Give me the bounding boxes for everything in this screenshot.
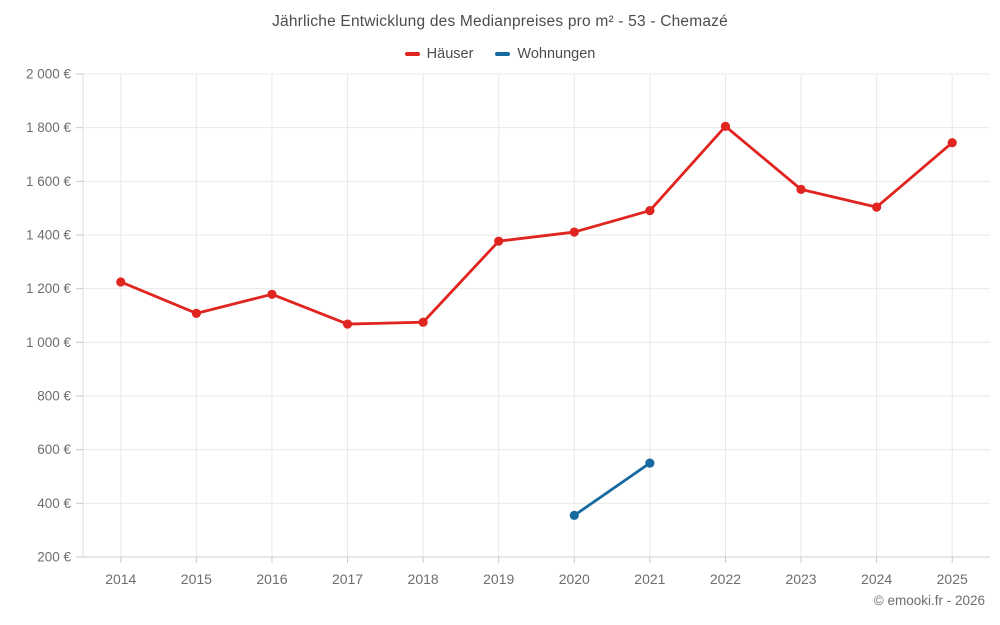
x-tick-label: 2014 [105, 571, 136, 587]
legend-item-haeuser[interactable]: Häuser [404, 46, 474, 62]
data-point-haeuser-2021[interactable] [645, 205, 655, 216]
chart-legend: Häuser Wohnungen [0, 46, 1000, 62]
x-tick-label: 2025 [937, 571, 968, 587]
y-tick-label: 200 € [37, 550, 71, 565]
data-point-wohnungen-2021[interactable] [645, 458, 655, 468]
series-haeuser-line [119, 124, 954, 326]
y-tick-label: 400 € [37, 496, 71, 511]
legend-label-haeuser: Häuser [426, 46, 474, 62]
y-tick-label: 1 400 € [26, 228, 72, 243]
haeuser-series-swatch-icon [404, 51, 420, 57]
data-point-haeuser-2016[interactable] [267, 289, 277, 299]
data-point-haeuser-2015[interactable] [191, 308, 201, 318]
x-tick-label: 2018 [408, 571, 439, 587]
series-haeuser [116, 121, 957, 329]
axes [82, 74, 990, 558]
gridlines [83, 73, 990, 557]
series-wohnungen [569, 458, 655, 521]
y-tick-label: 1 000 € [26, 335, 72, 350]
x-tick-label: 2022 [710, 571, 741, 587]
x-tick-label: 2016 [256, 571, 287, 587]
wohnungen-series-swatch-icon [495, 51, 511, 57]
x-tick-label: 2015 [181, 571, 212, 587]
copyright-note: © emooki.fr - 2026 [873, 593, 985, 608]
data-point-haeuser-2023[interactable] [796, 184, 806, 194]
x-tick-label: 2019 [483, 571, 514, 587]
x-tick-label: 2021 [634, 571, 665, 587]
data-point-haeuser-2025[interactable] [947, 138, 957, 148]
data-point-haeuser-2017[interactable] [342, 319, 353, 329]
legend-label-wohnungen: Wohnungen [517, 46, 596, 62]
x-tick-label: 2024 [861, 571, 892, 587]
chart-title: Jährliche Entwicklung des Medianpreises … [272, 13, 728, 30]
x-tick-label: 2017 [332, 571, 363, 587]
data-point-haeuser-2019[interactable] [494, 236, 504, 246]
y-tick-label: 1 600 € [26, 174, 72, 189]
x-axis-labels: 2014 2015 2016 2017 2018 2019 2020 2021 2022 2023… [105, 557, 968, 587]
data-point-haeuser-2018[interactable] [418, 317, 428, 327]
x-tick-label: 2020 [559, 571, 590, 587]
x-tick-label: 2023 [785, 571, 816, 587]
data-point-wohnungen-2020[interactable] [569, 510, 579, 521]
data-point-haeuser-2014[interactable] [116, 277, 126, 287]
y-tick-label: 1 800 € [26, 120, 72, 135]
y-tick-label: 800 € [37, 389, 71, 404]
data-point-haeuser-2024[interactable] [872, 202, 882, 212]
legend-item-wohnungen[interactable]: Wohnungen [495, 46, 595, 62]
data-point-haeuser-2022[interactable] [720, 121, 731, 131]
y-tick-label: 2 000 € [26, 67, 72, 82]
y-axis-labels: 200 € 400 € 600 € 800 € 1 000 € 1 200 € 1 400 … [26, 67, 83, 565]
y-tick-label: 1 200 € [26, 281, 72, 296]
series-wohnungen-line [572, 461, 652, 517]
data-point-haeuser-2020[interactable] [569, 227, 579, 237]
y-tick-label: 600 € [37, 442, 71, 457]
